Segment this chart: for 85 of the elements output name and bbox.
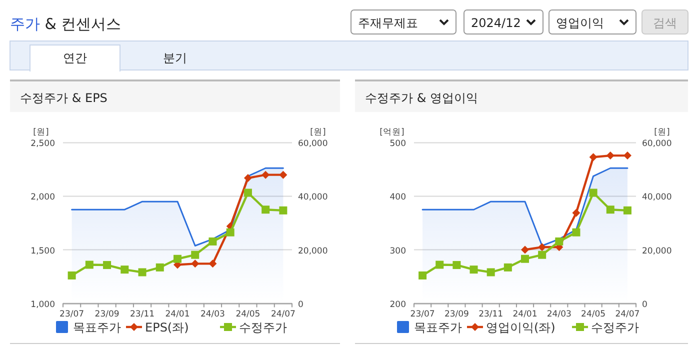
x-tick-label: 24/03 (546, 309, 572, 320)
x-tick-label: 24/05 (236, 309, 260, 320)
point (521, 246, 529, 254)
x-tick-label: 24/07 (270, 309, 296, 320)
y2-tick-label: 40,000 (642, 192, 672, 203)
point (572, 228, 580, 236)
text: 연간 (63, 51, 87, 65)
text: 주가 & 컨센서스 (10, 15, 122, 33)
legend-label: 수정주가 (239, 320, 287, 334)
point (436, 260, 444, 269)
x-tick-label: 23/11 (130, 309, 155, 320)
y-tick-label: 500 (390, 139, 406, 150)
point (262, 170, 270, 179)
x-tick-label: 23/09 (94, 309, 120, 320)
point (589, 188, 598, 197)
x-tick-label: 23/09 (444, 309, 469, 320)
y-tick-label: 1,000 (30, 300, 55, 310)
point (623, 206, 632, 214)
point (120, 266, 129, 274)
y-tick-label: 300 (390, 246, 406, 256)
point (418, 271, 427, 280)
x-tick-label: 23/07 (60, 309, 84, 320)
point (538, 250, 546, 259)
x-tick-label: 24/07 (615, 309, 640, 320)
y-tick-label: 1,500 (30, 246, 55, 256)
text: 주재무제표 (358, 16, 418, 30)
point (156, 263, 164, 272)
point (504, 263, 512, 272)
y2-tick-label: 60,000 (298, 139, 328, 150)
y-tick-label: 2,000 (30, 192, 55, 203)
y2-axis-title: [원] (310, 128, 326, 138)
y-axis-title: [억원] (380, 128, 404, 138)
point (244, 188, 252, 197)
point (208, 260, 217, 268)
y2-tick-label: 0 (642, 300, 648, 310)
legend-label: EPS(좌) (145, 320, 189, 334)
legend-label: 영업이익(좌) (486, 320, 556, 334)
y2-tick-label: 0 (298, 300, 304, 310)
point (262, 206, 270, 214)
x-tick-label: 24/01 (512, 309, 538, 320)
point (279, 170, 288, 179)
point (244, 174, 252, 182)
legend-label: 목표주가 (414, 320, 462, 334)
x-tick-label: 24/01 (165, 309, 190, 320)
point (174, 254, 182, 263)
chart-title: 수정주가 & 영업이익 (365, 91, 478, 105)
y-tick-label: 400 (390, 192, 406, 203)
text: 영업이익 (556, 16, 604, 30)
text: 2024/12 (471, 16, 521, 30)
point (138, 268, 146, 276)
y-axis-title: [원] (33, 128, 49, 138)
point (191, 250, 200, 259)
text: 분기 (163, 51, 187, 65)
point (68, 271, 76, 280)
y2-tick-label: 20,000 (298, 246, 328, 256)
y-tick-label: 200 (390, 300, 406, 310)
point (279, 206, 288, 214)
point (555, 237, 564, 246)
point (486, 268, 495, 276)
point (470, 266, 478, 274)
point (572, 208, 580, 217)
point (606, 152, 614, 160)
x-tick-label: 24/03 (200, 309, 225, 320)
point (452, 261, 461, 270)
point (538, 243, 546, 252)
point (521, 254, 529, 263)
x-tick-label: 23/07 (410, 309, 435, 320)
y2-axis-title: [원] (654, 128, 670, 138)
legend-label: 목표주가 (73, 320, 121, 334)
y2-tick-label: 60,000 (642, 139, 672, 150)
x-tick-label: 23/11 (478, 309, 504, 320)
x-tick-label: 24/05 (581, 309, 606, 320)
point (85, 260, 94, 269)
point (606, 206, 614, 214)
point (208, 237, 217, 246)
point (191, 260, 200, 268)
legend-label: 수정주가 (591, 320, 639, 334)
y-tick-label: 2,500 (30, 139, 55, 150)
point (103, 261, 112, 270)
chart-title: 수정주가 & EPS (20, 91, 108, 105)
text: 검색 (653, 16, 677, 30)
y2-tick-label: 40,000 (298, 192, 328, 203)
point (589, 153, 598, 162)
y2-tick-label: 20,000 (642, 246, 672, 256)
point (226, 228, 234, 236)
